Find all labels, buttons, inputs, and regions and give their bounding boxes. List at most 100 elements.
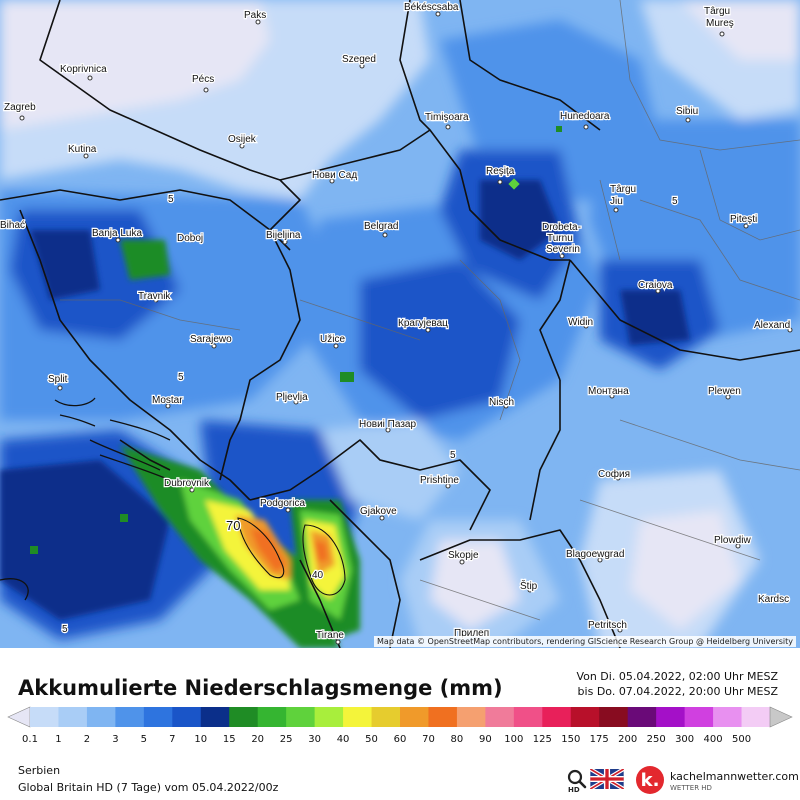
scale-color-step <box>200 707 230 727</box>
uk-flag-icon[interactable] <box>590 769 624 789</box>
scale-tick-label: 90 <box>479 734 492 745</box>
city-label: Reşiţa <box>486 166 515 177</box>
precip-area-lighter <box>680 0 800 60</box>
brand-subtitle: WETTER HD <box>670 784 712 792</box>
city-label: Alexand <box>754 320 790 331</box>
brand-name[interactable]: kachelmannwetter.com <box>670 770 799 783</box>
scale-tick-label: 400 <box>703 734 723 745</box>
hd-label: HD <box>568 786 580 794</box>
city-label: Pljevlja <box>276 392 308 403</box>
period-from: Von Di. 05.04.2022, 02:00 Uhr MESZ <box>576 670 778 683</box>
contour-label: 40 <box>312 570 324 581</box>
border-line <box>399 0 431 131</box>
precip-area-navy <box>620 290 690 345</box>
city-label: Bijeljina <box>266 230 301 241</box>
city-label: Békéscsaba <box>404 2 459 13</box>
scale-color-step <box>143 707 173 727</box>
border-line <box>459 0 601 131</box>
precip-speck <box>340 372 354 382</box>
border-line <box>299 559 341 648</box>
border-line <box>279 129 570 261</box>
scale-arrow-right <box>769 706 793 728</box>
precip-area-lighter <box>0 0 270 130</box>
precip-area-red <box>250 528 286 572</box>
contour-70 <box>237 517 285 579</box>
scale-color-step <box>86 707 116 727</box>
city-label: София <box>598 468 630 480</box>
city-label: Severin <box>546 244 580 255</box>
border-line <box>539 259 571 381</box>
city-label: Pécs <box>192 74 214 85</box>
scale-tick-label: 60 <box>393 734 407 745</box>
city-label: Štip <box>520 579 538 592</box>
city-label: Монтана <box>588 386 629 397</box>
city-label: Sibiu <box>676 106 698 117</box>
model-info: Global Britain HD (7 Tage) vom 05.04.202… <box>18 781 279 794</box>
border-line <box>329 499 401 648</box>
border-line <box>529 380 561 521</box>
city-label: Užice <box>320 334 345 345</box>
scale-tick-label: 10 <box>194 734 208 745</box>
contour-label-group: 70 40 5 5 5 5 5 <box>61 193 679 636</box>
city-label: Dubrovnik <box>164 478 210 489</box>
scale-color-step <box>400 707 429 727</box>
scale-color-step <box>343 707 373 727</box>
scale-color-step <box>229 707 259 727</box>
contour-label: 5 <box>168 194 174 205</box>
city-label: Mureş <box>706 18 734 29</box>
city-label: Prishtine <box>420 475 459 486</box>
scale-color-step <box>314 707 344 727</box>
scale-tick-label: 15 <box>222 734 236 745</box>
scale-color-step <box>741 707 771 727</box>
scale-tick-label: 2 <box>83 734 91 745</box>
precip-area-red <box>314 540 328 562</box>
scale-color-step <box>115 707 145 727</box>
city-label: Hunedoara <box>560 111 610 122</box>
scale-tick-label: 7 <box>169 734 176 745</box>
city-label: Jiu <box>610 196 623 207</box>
scale-color-step <box>542 707 572 727</box>
city-label: Gjakove <box>360 506 397 517</box>
city-label: Nisch <box>489 397 514 408</box>
city-label: Piteşti <box>730 214 757 225</box>
country-borders <box>0 0 800 648</box>
period-to: bis Do. 07.04.2022, 20:00 Uhr MESZ <box>577 685 778 698</box>
scale-tick-label: 80 <box>450 734 464 745</box>
scale-tick-label: 70 <box>422 734 435 745</box>
city-label: Banja Luka <box>92 228 142 239</box>
precip-area-navy <box>0 460 170 620</box>
scale-tick-label: 40 <box>336 734 350 745</box>
city-label: Skopje <box>448 550 479 561</box>
scale-color-step <box>513 707 543 727</box>
scale-tick-label: 3 <box>112 734 119 745</box>
scale-tick-label: 1 <box>55 734 62 745</box>
precipitation-map[interactable]: Pécs Szeged Timişoara Reşiţa Osijek Нови… <box>0 0 800 648</box>
scale-tick-label: 5 <box>140 734 148 745</box>
border-line <box>39 0 301 251</box>
scale-color-step <box>456 707 486 727</box>
scale-tick-label: 500 <box>731 734 752 745</box>
region-name: Serbien <box>18 764 61 777</box>
search-hd-icon[interactable] <box>566 768 590 792</box>
region-borders <box>60 0 800 621</box>
contour-label: 5 <box>178 372 184 383</box>
contour-lines <box>237 517 346 596</box>
precip-area-lighter <box>630 510 740 630</box>
scale-tick-label: 0.1 <box>22 734 38 745</box>
scale-color-step <box>257 707 287 727</box>
contour-label: 70 <box>226 518 240 533</box>
city-label: Doboj <box>177 233 203 244</box>
city-label: Mostar <box>152 395 183 406</box>
city-label: Split <box>48 374 68 385</box>
scale-color-step <box>656 707 686 727</box>
city-label: Târgu <box>610 184 636 195</box>
kachelmann-logo-icon[interactable]: k. <box>636 766 664 794</box>
city-label: Petritsch <box>588 620 627 631</box>
precip-area-light <box>430 540 520 630</box>
scale-color-step <box>58 707 88 727</box>
scale-color-step <box>485 707 515 727</box>
border-line <box>249 439 491 531</box>
city-label: Крагујевац <box>398 318 448 329</box>
precip-speck <box>30 546 38 554</box>
border-line <box>419 529 621 648</box>
